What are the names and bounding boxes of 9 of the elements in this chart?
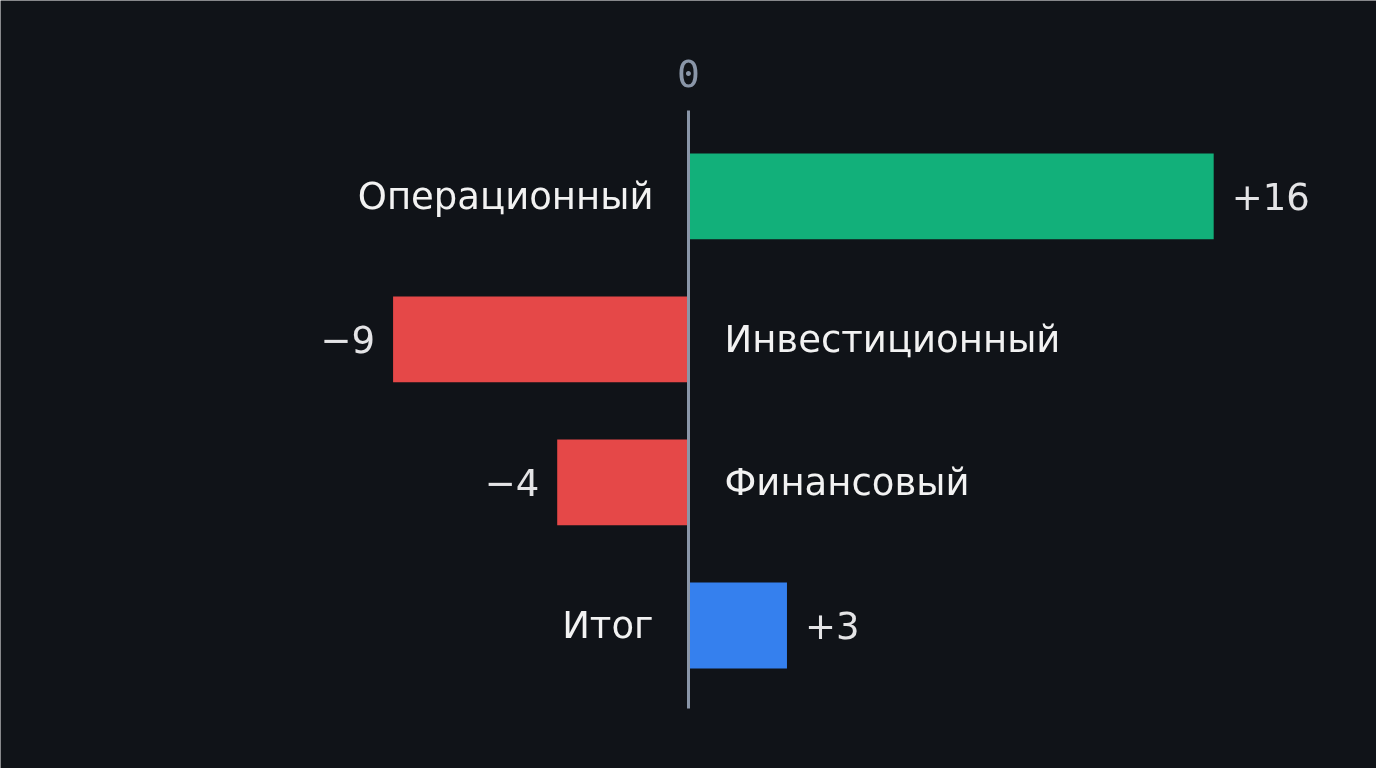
data-label: +16 [1231, 175, 1310, 219]
y-tick-label: Инвестиционный [724, 317, 1061, 361]
data-label: −4 [484, 461, 540, 505]
text: 0 [677, 51, 700, 96]
data-label: +3 [804, 604, 860, 648]
data-label: −9 [320, 318, 376, 362]
y-tick-label: Итог [562, 603, 654, 647]
y-tick-label: Операционный [357, 174, 654, 218]
y-tick-label: Финансовый [724, 460, 970, 504]
